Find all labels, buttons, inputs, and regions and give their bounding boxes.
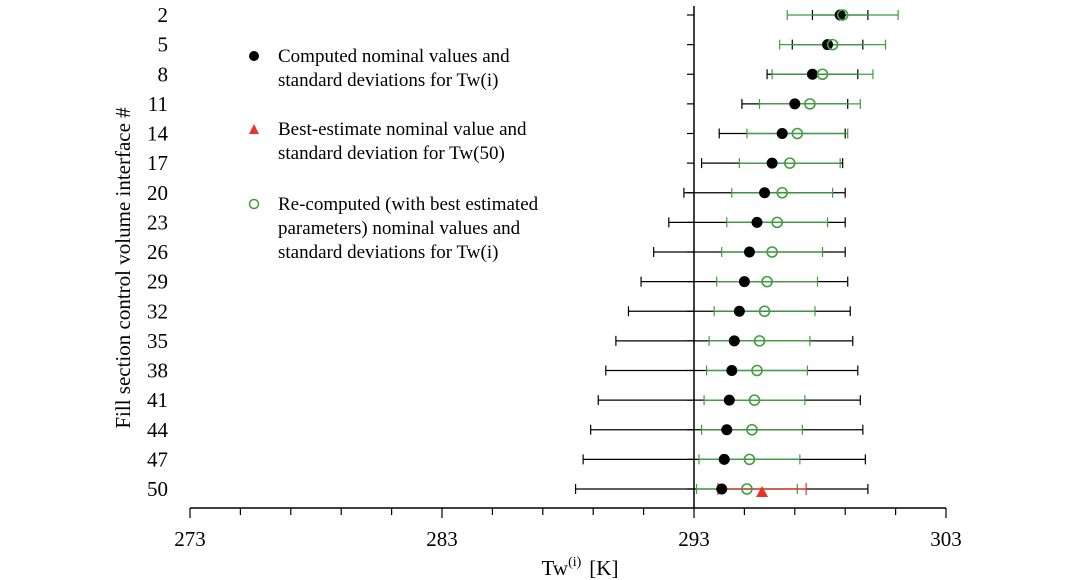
y-tick-label: 14 [147,122,169,146]
y-tick-label: 5 [158,33,169,57]
recomputed-point [748,394,761,406]
y-tick-label: 35 [147,329,168,353]
computed-point [766,157,778,169]
y-tick-label: 17 [147,151,168,175]
computed-point [806,68,818,80]
legend-label: standard deviations for Tw(i) [278,70,498,91]
recomputed-point [836,9,849,21]
y-tick-label: 44 [147,418,169,442]
y-tick-label: 20 [147,181,168,205]
computed-point [716,483,728,495]
y-tick-label: 8 [158,62,169,86]
x-axis-title-base: Tw [542,556,569,580]
legend-label: standard deviations for Tw(i) [278,242,498,263]
x-ticks: 273 283 293 303 [174,508,962,551]
recomputed-point [746,423,758,436]
y-tick-label: 26 [147,240,168,264]
computed-point [834,9,846,21]
legend-recomputed-marker [248,198,260,210]
x-axis-title: Tw(i) [K] [542,555,619,580]
y-tick-label: 38 [147,359,168,383]
x-tick-label: 303 [930,527,962,551]
recomputed-point [783,157,796,169]
y-tick-label: 47 [147,447,168,471]
recomputed-point [741,483,753,495]
legend-computed-marker [249,51,259,61]
recomputed-point [753,335,766,347]
y-tick-label: 41 [147,388,168,412]
computed-point [776,128,788,139]
computed-point [718,453,730,465]
legend-best-estimate-marker [249,124,259,134]
legend-label: parameters) nominal values and [278,218,521,239]
y-tick-label: 29 [147,270,168,294]
data-marks [574,9,899,497]
recomputed-point [771,216,783,229]
recomputed-point [751,364,763,377]
recomputed-point [826,38,839,51]
computed-point [738,276,750,288]
legend-label: standard deviation for Tw(50) [278,143,505,164]
axes [190,6,946,509]
x-tick-label: 273 [174,527,206,551]
legend-label: Re-computed (with best estimated [278,194,539,215]
recomputed-point [804,98,816,110]
y-tick-label: 23 [147,210,168,234]
legend-label: Best-estimate nominal value and [278,119,527,140]
computed-point [759,187,771,199]
x-tick-label: 293 [678,527,710,551]
computed-point [789,98,801,110]
y-axis-title: Fill section control volume interface # [111,107,135,429]
y-ticks: 2 5 8 11 14 17 20 23 26 29 32 35 38 41 44 47 50 [147,3,694,501]
recomputed-point [761,275,773,288]
recomputed-point [776,186,789,199]
computed-point [723,394,735,406]
computed-point [751,216,763,228]
computed-point [726,365,738,376]
y-tick-label: 2 [158,3,169,27]
legend-label: Computed nominal values and [278,46,510,67]
computed-point [733,305,745,317]
legend: Computed nominal values and standard devi… [248,46,539,263]
recomputed-point [816,68,829,81]
y-tick-label: 50 [147,477,168,501]
computed-point [721,424,733,436]
computed-point [728,335,740,347]
recomputed-point [758,305,771,318]
recomputed-point [766,246,778,258]
y-tick-label: 11 [148,92,168,116]
recomputed-point [743,453,756,466]
x-axis-title-unit: [K] [589,556,618,580]
best-estimate-point [756,486,769,497]
x-tick-label: 283 [426,527,458,551]
recomputed-point [791,127,804,140]
y-tick-label: 32 [147,299,168,323]
computed-point [743,246,755,258]
x-axis-title-superscript: (i) [568,555,582,570]
